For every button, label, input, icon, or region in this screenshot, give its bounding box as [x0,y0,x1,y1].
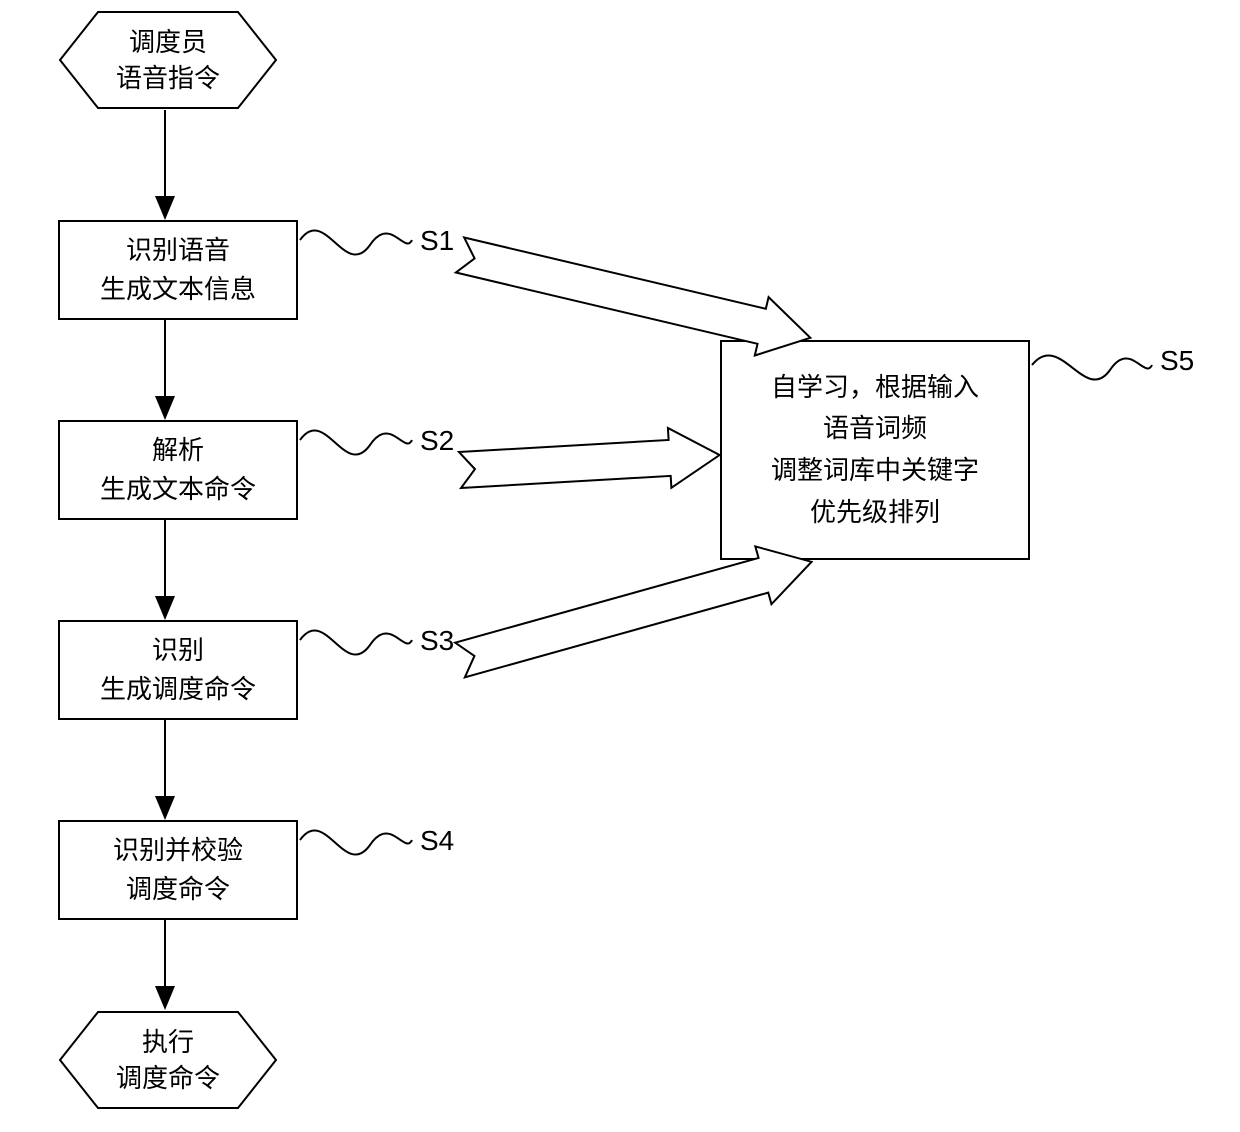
s3-line2: 生成调度命令 [100,670,256,709]
start-text: 调度员 语音指令 [116,24,220,97]
s5-line3: 调整词库中关键字 [771,450,979,492]
s5-line1: 自学习，根据输入 [771,367,979,409]
end-hexagon: 执行 调度命令 [58,1010,278,1110]
label-s4: S4 [420,825,454,857]
label-s2: S2 [420,425,454,457]
s5-line4: 优先级排列 [771,492,979,534]
label-s3: S3 [420,625,454,657]
s5-line2: 语音词频 [771,408,979,450]
wavy-connectors [0,0,1240,1132]
end-text: 执行 调度命令 [116,1024,220,1097]
s1-text: 识别语音 生成文本信息 [100,231,256,309]
flow-arrows [0,0,1240,1132]
step-s5-box: 自学习，根据输入 语音词频 调整词库中关键字 优先级排列 [720,340,1030,560]
end-line2: 调度命令 [116,1060,220,1096]
block-arrows [0,0,1240,1132]
step-s4-box: 识别并校验 调度命令 [58,820,298,920]
s2-line1: 解析 [100,431,256,470]
s1-line2: 生成文本信息 [100,270,256,309]
start-line1: 调度员 [116,24,220,60]
s3-text: 识别 生成调度命令 [100,631,256,709]
s4-line1: 识别并校验 [113,831,243,870]
s4-line2: 调度命令 [113,870,243,909]
label-s1: S1 [420,225,454,257]
s2-line2: 生成文本命令 [100,470,256,509]
s3-line1: 识别 [100,631,256,670]
s5-text: 自学习，根据输入 语音词频 调整词库中关键字 优先级排列 [771,367,979,533]
step-s3-box: 识别 生成调度命令 [58,620,298,720]
step-s1-box: 识别语音 生成文本信息 [58,220,298,320]
s2-text: 解析 生成文本命令 [100,431,256,509]
s4-text: 识别并校验 调度命令 [113,831,243,909]
s1-line1: 识别语音 [100,231,256,270]
start-hexagon: 调度员 语音指令 [58,10,278,110]
label-s5: S5 [1160,345,1194,377]
end-line1: 执行 [116,1024,220,1060]
start-line2: 语音指令 [116,60,220,96]
step-s2-box: 解析 生成文本命令 [58,420,298,520]
